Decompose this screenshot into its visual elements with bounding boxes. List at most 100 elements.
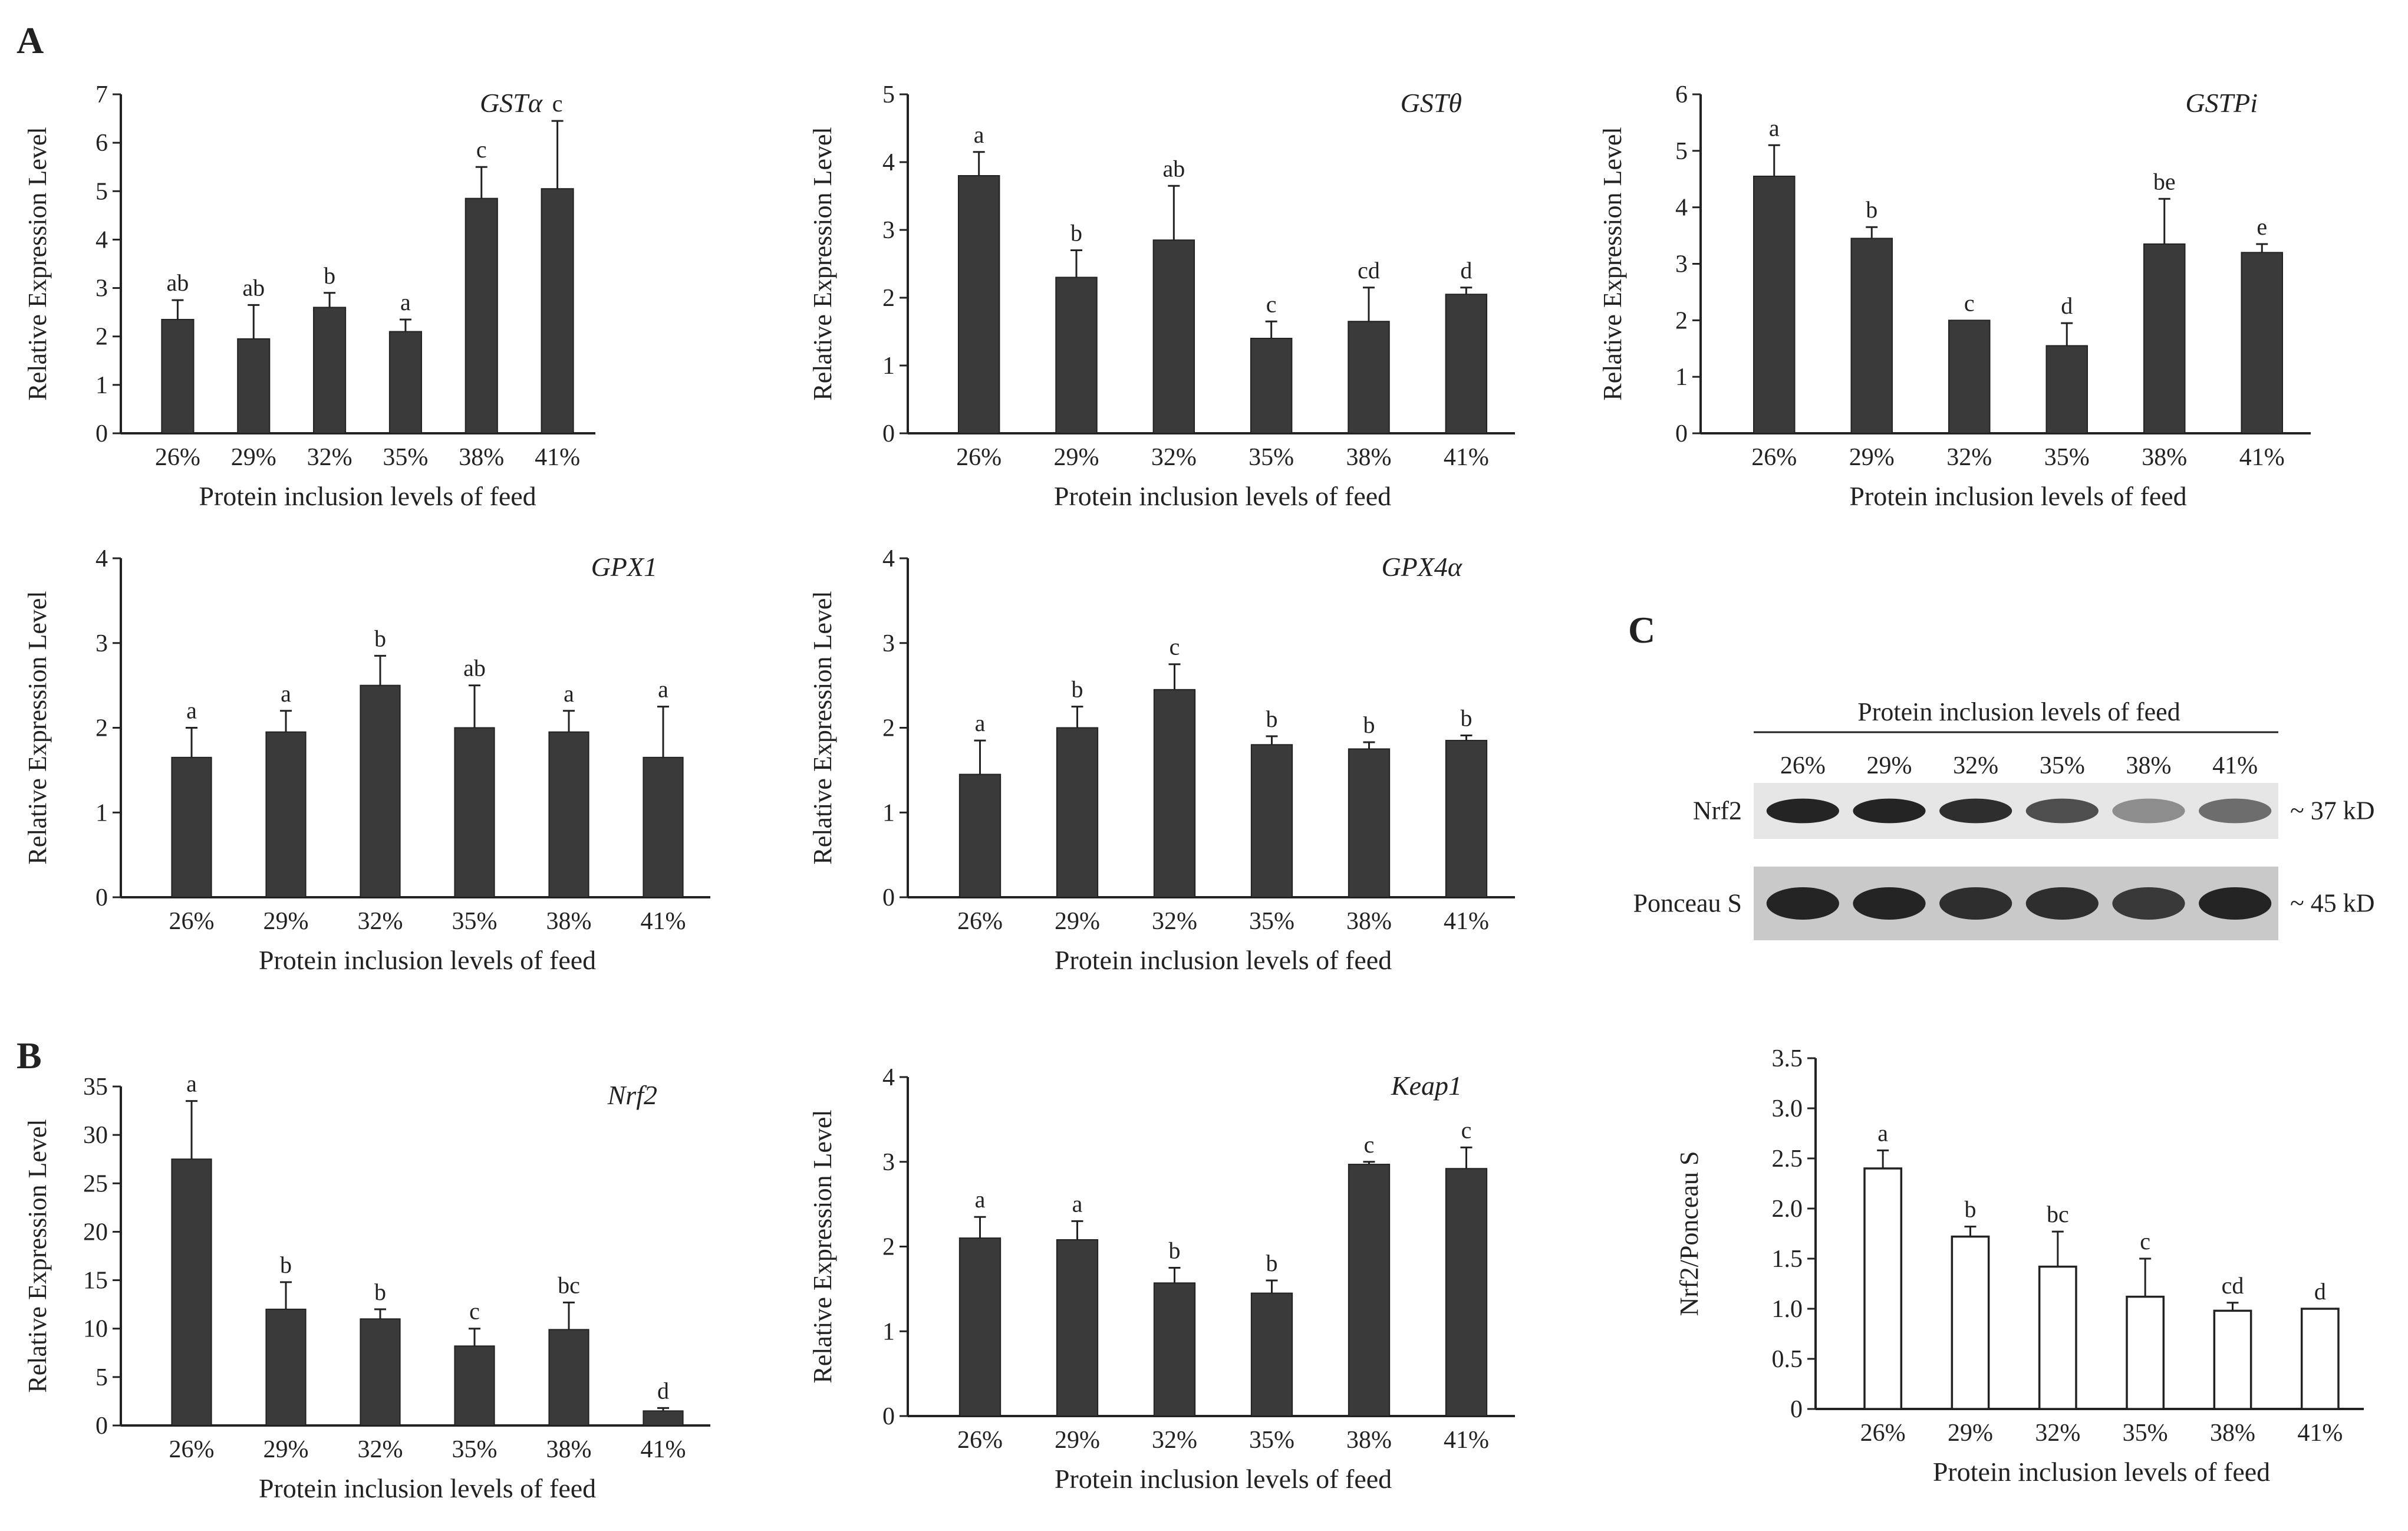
x-tick-label: 26% (957, 908, 1003, 935)
x-tick-label: 41% (2297, 1420, 2343, 1447)
significance-letter: b (1866, 196, 1877, 223)
x-tick-label: 41% (1444, 908, 1489, 935)
blot-membrane-strip (1754, 783, 2278, 839)
bar-38pct (2213, 1309, 2252, 1410)
blot-band (1766, 798, 1839, 824)
bar-41pct (2241, 252, 2284, 434)
x-tick-label: 29% (1948, 1420, 1993, 1447)
y-tick-label: 1 (882, 799, 895, 827)
bar-32pct (360, 1318, 401, 1426)
bar-35pct (1250, 338, 1293, 434)
significance-letter: a (281, 680, 291, 707)
x-tick-label: 41% (1444, 444, 1489, 471)
y-tick-label: 4 (95, 226, 108, 253)
x-axis-title: Protein inclusion levels of feed (1054, 481, 1391, 511)
bar-29pct (1056, 1239, 1099, 1417)
y-axis-title: Relative Expression Level (1598, 127, 1627, 400)
x-axis-title: Protein inclusion levels of feed (1055, 1464, 1392, 1494)
blot-size-marker: ~ 45 kD (2290, 889, 2375, 918)
x-tick-label: 38% (546, 1436, 592, 1463)
x-tick-label: 35% (1249, 908, 1294, 935)
significance-letter: a (1769, 114, 1780, 141)
x-tick-label: 41% (641, 1436, 686, 1463)
bar-35pct (1250, 1292, 1293, 1417)
y-tick-label: 1.0 (1772, 1296, 1803, 1323)
y-axis-title: Nrf2/Ponceau S (1675, 1151, 1704, 1316)
x-axis-title: Protein inclusion levels of feed (1055, 945, 1392, 975)
x-tick-label: 32% (307, 444, 353, 471)
y-tick-label: 1 (95, 799, 108, 827)
gene-name: GPX1 (591, 552, 657, 582)
significance-letter: a (564, 680, 574, 707)
y-tick-label: 0 (95, 1413, 108, 1440)
blot-band (1766, 887, 1839, 920)
y-tick-label: 1 (1675, 364, 1688, 391)
x-tick-label: 41% (2239, 444, 2285, 471)
bar-29pct (1850, 238, 1893, 434)
blot-lane-label: 35% (2040, 752, 2085, 779)
significance-letter: c (476, 136, 487, 163)
bar-38pct (1348, 321, 1390, 434)
y-tick-label: 0 (882, 1403, 895, 1430)
bar-35pct (2045, 345, 2089, 434)
bar-29pct (265, 1308, 307, 1427)
bar-26pct (1863, 1167, 1903, 1410)
significance-letter: b (1266, 1250, 1278, 1276)
significance-letter: a (975, 710, 986, 736)
y-axis-title: Relative Expression Level (808, 1109, 837, 1383)
x-tick-label: 38% (546, 908, 592, 935)
gene-name: GSTPi (2185, 88, 2258, 118)
panel-label-b: B (17, 1035, 42, 1076)
chart-nrf2-ponceau-ratio: 0 0.5 1.0 1.5 2.0 2.5 3.0 3.5 a 26% b 29% bc 32% c 35% c… (1675, 1045, 2364, 1487)
x-tick-label: 35% (452, 1436, 498, 1463)
blot-band (1939, 887, 2012, 920)
significance-letter: b (374, 625, 386, 651)
y-tick-label: 3 (882, 217, 895, 244)
x-tick-label: 29% (1849, 444, 1895, 471)
y-axis-title: Relative Expression Level (808, 127, 837, 400)
bar-35pct (2126, 1295, 2165, 1410)
x-tick-label: 29% (1055, 908, 1100, 935)
y-axis-title: Relative Expression Level (23, 127, 52, 400)
y-tick-label: 2.0 (1772, 1196, 1803, 1223)
y-tick-label: 3 (95, 275, 108, 302)
significance-letter: cd (2222, 1272, 2244, 1299)
x-tick-label: 38% (2142, 444, 2187, 471)
blot-band (2112, 887, 2185, 920)
y-tick-label: 3.5 (1772, 1045, 1803, 1072)
x-tick-label: 26% (956, 444, 1002, 471)
panel-label-a: A (17, 19, 44, 61)
bar-41pct (643, 756, 684, 898)
x-tick-label: 38% (459, 444, 504, 471)
x-tick-label: 32% (1152, 1427, 1197, 1454)
x-tick-label: 35% (1249, 444, 1294, 471)
y-tick-label: 4 (882, 149, 895, 176)
y-tick-label: 5 (95, 1364, 108, 1391)
bar-35pct (454, 1345, 495, 1426)
significance-letter: b (374, 1279, 386, 1305)
significance-letter: b (324, 262, 335, 289)
bar-29pct (1951, 1235, 1990, 1410)
y-tick-label: 1.5 (1772, 1246, 1803, 1273)
y-tick-label: 1 (95, 372, 108, 399)
x-tick-label: 32% (1152, 908, 1197, 935)
bar-38pct (548, 1329, 589, 1427)
y-tick-label: 0.5 (1772, 1346, 1803, 1373)
y-tick-label: 35 (83, 1074, 108, 1101)
x-axis-title: Protein inclusion levels of feed (1933, 1457, 2270, 1487)
x-tick-label: 38% (2210, 1420, 2255, 1447)
significance-letter: d (2061, 292, 2073, 319)
bar-32pct (2038, 1265, 2077, 1410)
x-tick-label: 32% (358, 1436, 403, 1463)
bar-26pct (1753, 175, 1796, 434)
bar-38pct (465, 197, 498, 434)
y-tick-label: 15 (83, 1267, 108, 1295)
significance-letter: a (974, 121, 984, 148)
significance-letter: b (1965, 1196, 1977, 1223)
blot-membrane-strip (1754, 867, 2278, 940)
chart-gst-pi: 0 1 2 3 4 5 6 a 26% b 29% c 32% d 35% be 38% e 41% Protein … (1598, 81, 2311, 511)
y-tick-label: 4 (95, 545, 108, 572)
bar-41pct (1445, 740, 1488, 898)
significance-letter: a (658, 676, 668, 703)
x-tick-label: 26% (169, 1436, 215, 1463)
